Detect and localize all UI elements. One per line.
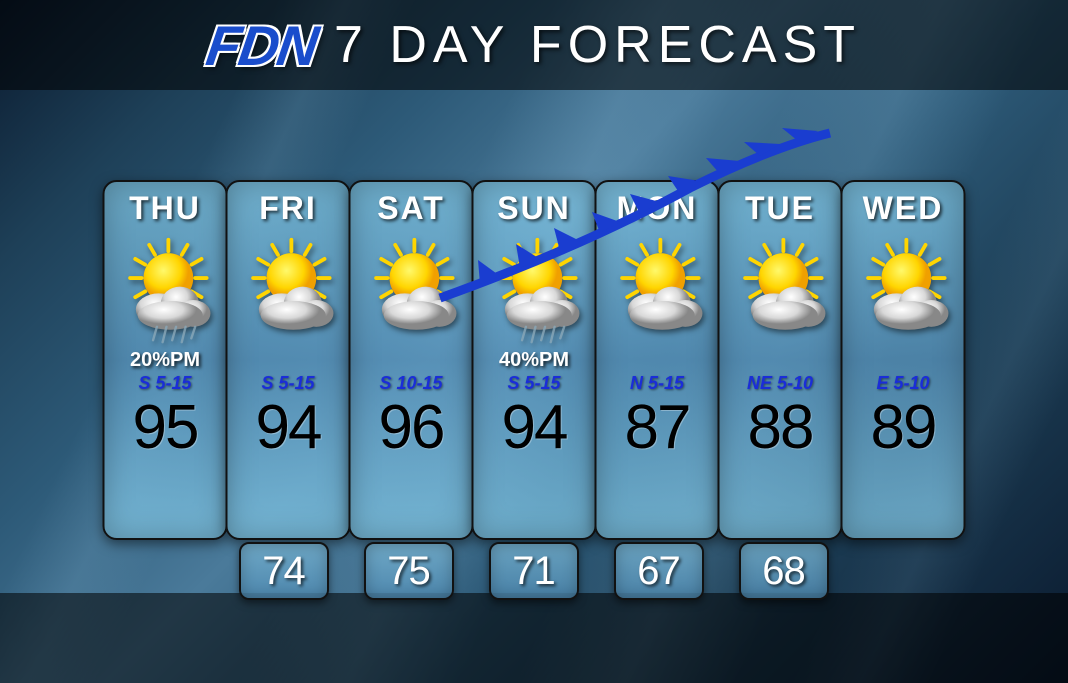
low-temp: 75: [387, 549, 430, 594]
precip-label: 20%PM: [130, 349, 200, 371]
wind-label: E 5-10: [876, 373, 929, 394]
high-temp: 96: [379, 392, 444, 463]
bottom-bar: [0, 593, 1068, 683]
station-logo: FDN: [202, 13, 320, 78]
day-label: SUN: [497, 190, 571, 227]
low-card: 67: [596, 542, 721, 600]
high-temp: 87: [625, 392, 690, 463]
weather-icon: [233, 235, 343, 345]
day-label: SAT: [377, 190, 445, 227]
weather-icon: [725, 235, 835, 345]
day-card: SAT S 10-15 96: [349, 180, 474, 540]
day-card: FRI S 5-15 94: [226, 180, 351, 540]
wind-label: S 10-15: [379, 373, 442, 394]
low-temp: 74: [262, 549, 305, 594]
forecast-row: THU 20%PM S 5-15 95 FRI: [104, 180, 965, 540]
low-temp: 67: [637, 549, 680, 594]
wind-label: N 5-15: [630, 373, 684, 394]
weather-icon: [356, 235, 466, 345]
day-label: WED: [863, 190, 944, 227]
low-temp: 68: [762, 549, 805, 594]
high-temp: 95: [133, 392, 198, 463]
day-card: MON N 5-15 87: [595, 180, 720, 540]
header: FDN 7 DAY FORECAST: [0, 0, 1068, 90]
wind-label: NE 5-10: [747, 373, 813, 394]
day-label: THU: [129, 190, 201, 227]
low-card: 71: [471, 542, 596, 600]
weather-icon: [479, 235, 589, 345]
low-box: 75: [364, 542, 454, 600]
low-box: 67: [614, 542, 704, 600]
wind-label: S 5-15: [261, 373, 314, 394]
low-temp: 71: [512, 549, 555, 594]
high-temp: 94: [502, 392, 567, 463]
high-temp: 88: [748, 392, 813, 463]
precip-label: 40%PM: [499, 349, 569, 371]
low-card: 68: [721, 542, 846, 600]
day-card: THU 20%PM S 5-15 95: [103, 180, 228, 540]
wind-label: S 5-15: [138, 373, 191, 394]
day-card: SUN 40%PM S 5-15 94: [472, 180, 597, 540]
day-card: WED E 5-10 89: [841, 180, 966, 540]
low-card: [846, 542, 971, 600]
low-card: 74: [221, 542, 346, 600]
weather-icon: [602, 235, 712, 345]
day-label: MON: [617, 190, 698, 227]
page-title: 7 DAY FORECAST: [334, 15, 861, 75]
day-card: TUE NE 5-10 88: [718, 180, 843, 540]
weather-icon: [110, 235, 220, 345]
low-card: 75: [346, 542, 471, 600]
wind-label: S 5-15: [507, 373, 560, 394]
high-temp: 94: [256, 392, 321, 463]
high-temp: 89: [871, 392, 936, 463]
day-label: FRI: [259, 190, 317, 227]
day-label: TUE: [745, 190, 815, 227]
low-box: 74: [239, 542, 329, 600]
low-box: 71: [489, 542, 579, 600]
lows-row: 74 75 71 67 68: [221, 542, 971, 600]
weather-icon: [848, 235, 958, 345]
low-box: 68: [739, 542, 829, 600]
